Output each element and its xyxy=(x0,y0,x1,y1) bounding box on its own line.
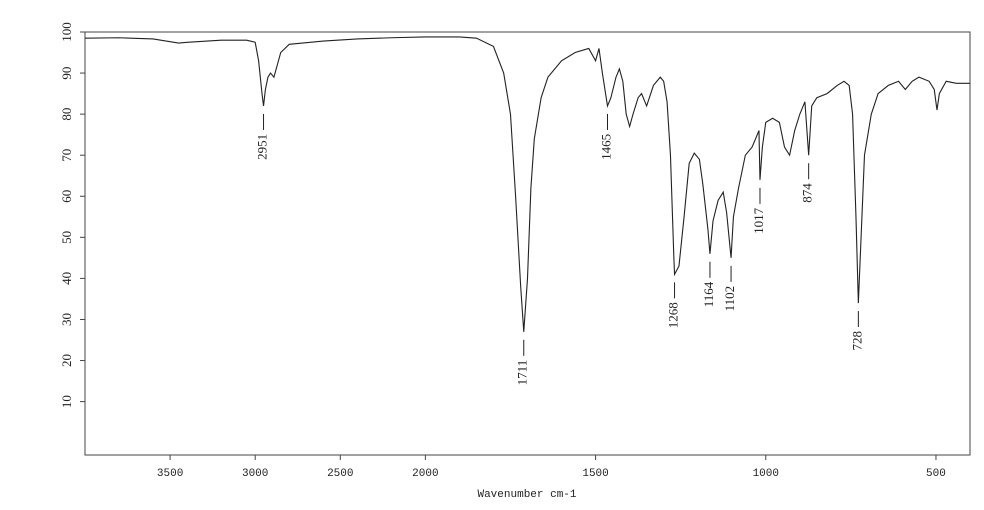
spectrum-line xyxy=(84,36,970,332)
plot-frame xyxy=(84,31,971,456)
y-tick-label: 30 xyxy=(59,313,74,326)
x-tick-label: 3000 xyxy=(242,468,268,480)
x-tick-label: 2500 xyxy=(327,468,353,480)
y-tick-label: 80 xyxy=(59,108,74,121)
x-tick-label: 1500 xyxy=(582,468,608,480)
x-tick-label: 1000 xyxy=(753,468,779,480)
peak-label: 1102 xyxy=(722,286,737,312)
y-tick-label: 40 xyxy=(59,272,74,285)
y-tick-label: 100 xyxy=(59,22,74,42)
y-tick-label: 90 xyxy=(59,67,74,80)
peak-label: 1017 xyxy=(751,207,766,234)
peak-label: 1164 xyxy=(701,281,716,307)
peak-label: 1268 xyxy=(666,302,681,328)
y-tick-label: 70 xyxy=(59,149,74,162)
peak-label: 1465 xyxy=(598,134,613,160)
x-tick-label: 3500 xyxy=(157,468,183,480)
peak-label: 728 xyxy=(849,331,864,351)
y-tick-label: 60 xyxy=(59,190,74,203)
peak-label: 1711 xyxy=(515,360,530,386)
x-tick-label: 2000 xyxy=(412,468,438,480)
peak-label: 874 xyxy=(800,183,815,203)
y-tick-label: 10 xyxy=(59,395,74,408)
peak-label: 2951 xyxy=(255,134,270,160)
y-tick-label: 20 xyxy=(59,354,74,367)
x-axis-label: Wavenumber cm-1 xyxy=(477,489,576,501)
x-tick-label: 500 xyxy=(926,468,946,480)
y-tick-label: 50 xyxy=(59,231,74,244)
